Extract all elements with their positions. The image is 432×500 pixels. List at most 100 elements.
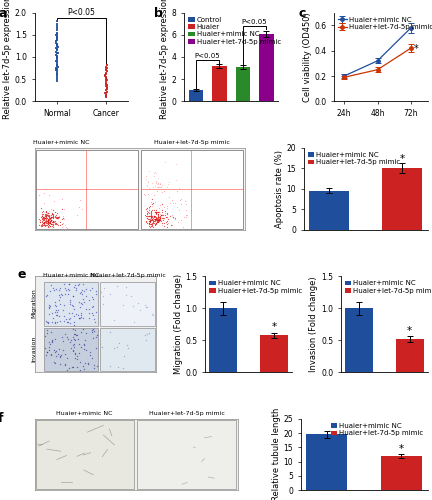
Point — [93, 344, 100, 352]
Point — [39, 218, 46, 226]
Point — [76, 196, 83, 203]
Point — [61, 220, 68, 228]
Point — [149, 214, 156, 222]
Point — [145, 216, 152, 224]
Point — [155, 216, 162, 224]
Point — [45, 221, 52, 229]
Point — [143, 210, 150, 218]
Point — [157, 212, 164, 220]
Point — [45, 209, 52, 217]
Text: a: a — [0, 7, 7, 20]
Point — [143, 207, 150, 215]
Point — [84, 359, 91, 367]
Point — [153, 217, 160, 225]
Point — [45, 220, 52, 228]
Point — [79, 280, 86, 287]
Point — [146, 218, 153, 226]
Point — [49, 284, 56, 292]
Point — [50, 222, 57, 230]
Point — [78, 299, 85, 307]
Point — [51, 335, 58, 343]
Point — [53, 310, 60, 318]
Bar — [235, 67, 250, 102]
Point — [37, 204, 44, 212]
Point — [76, 314, 83, 322]
Point — [159, 200, 165, 208]
Point — [149, 218, 156, 226]
Point — [143, 209, 150, 217]
Point — [159, 188, 166, 196]
Point — [47, 302, 54, 310]
Point — [103, 67, 110, 75]
Point — [160, 222, 167, 230]
Point — [54, 20, 60, 28]
Point — [40, 220, 47, 228]
Point — [42, 211, 49, 219]
Point — [150, 217, 157, 225]
Point — [48, 216, 55, 224]
Point — [38, 220, 45, 228]
Point — [76, 289, 83, 297]
Point — [72, 284, 79, 292]
Point — [142, 172, 149, 180]
Point — [92, 288, 99, 296]
Point — [102, 63, 109, 71]
Y-axis label: Invasion (Fold change): Invasion (Fold change) — [309, 276, 318, 372]
Point — [152, 215, 159, 223]
Point — [148, 219, 155, 227]
Point — [145, 212, 152, 220]
Point — [49, 213, 56, 221]
Point — [150, 212, 157, 220]
Bar — [306, 434, 347, 490]
Point — [161, 214, 168, 222]
Point — [90, 315, 97, 323]
Point — [79, 294, 86, 302]
Point — [54, 52, 61, 60]
Point — [51, 218, 58, 226]
Point — [147, 212, 154, 220]
Point — [51, 213, 58, 221]
Point — [154, 218, 161, 226]
Point — [144, 208, 151, 216]
Point — [52, 348, 59, 356]
Point — [71, 326, 78, 334]
Point — [41, 218, 48, 226]
Point — [102, 88, 109, 96]
Point — [167, 221, 174, 229]
Point — [143, 204, 150, 212]
Point — [60, 216, 67, 224]
Point — [168, 210, 175, 218]
Point — [38, 214, 45, 222]
Point — [62, 361, 69, 369]
Legend: Control, Huaier, Huaier+mimic NC, Huaier+let-7d-5p mimic: Control, Huaier, Huaier+mimic NC, Huaier… — [188, 16, 282, 46]
Point — [39, 218, 46, 226]
Point — [53, 306, 60, 314]
Point — [76, 314, 83, 322]
Point — [48, 211, 54, 219]
Point — [45, 207, 52, 215]
Point — [152, 198, 159, 206]
Point — [54, 70, 60, 78]
Point — [148, 211, 155, 219]
Point — [56, 284, 63, 292]
Point — [158, 180, 165, 188]
Point — [107, 290, 114, 298]
Point — [44, 212, 51, 220]
Point — [149, 202, 156, 210]
Point — [51, 218, 58, 226]
Point — [70, 292, 77, 300]
Point — [54, 28, 61, 36]
Point — [168, 196, 175, 204]
Point — [47, 214, 54, 222]
Point — [183, 206, 190, 214]
Point — [50, 358, 57, 366]
Point — [45, 310, 52, 318]
Point — [153, 178, 160, 186]
Point — [41, 216, 48, 224]
Point — [69, 363, 76, 371]
Point — [156, 215, 162, 223]
Point — [49, 212, 56, 220]
Point — [44, 222, 51, 230]
Point — [148, 179, 155, 187]
Point — [147, 214, 154, 222]
